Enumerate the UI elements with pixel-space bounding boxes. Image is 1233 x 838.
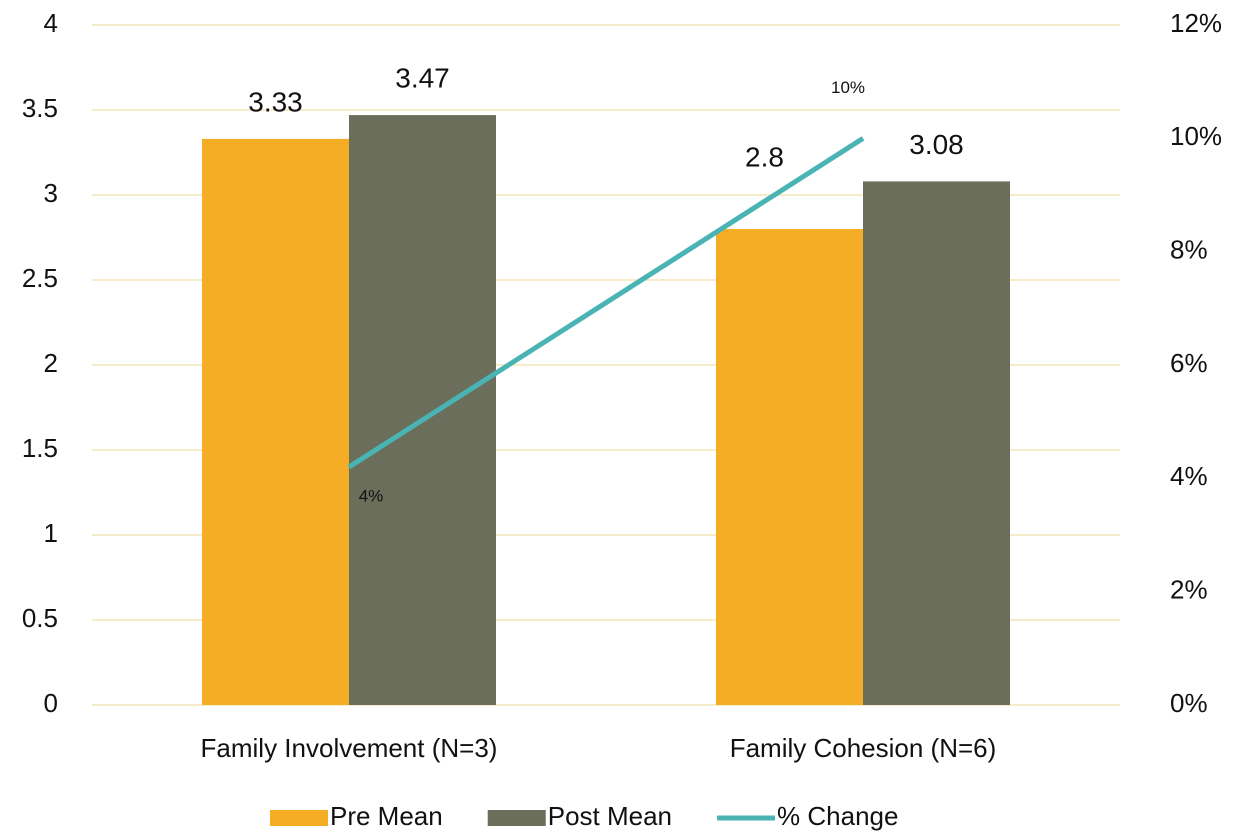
legend-label: Pre Mean [330, 801, 443, 831]
y2-tick-label: 2% [1170, 575, 1208, 605]
y-tick-label: 0 [44, 688, 58, 718]
bar [202, 138, 349, 705]
y-tick-label: 0.5 [22, 603, 58, 633]
x-tick-label: Family Cohesion (N=6) [730, 733, 997, 763]
legend-label: % Change [777, 801, 898, 831]
legend-swatch [270, 810, 328, 826]
bar-label: 3.47 [395, 62, 450, 93]
line [347, 136, 865, 470]
line-label: 4% [359, 486, 384, 505]
y2-tick-label: 10% [1170, 121, 1222, 151]
bar-label: 2.8 [745, 141, 784, 172]
legend-label: Post Mean [548, 801, 672, 831]
y-tick-label: 1.5 [22, 433, 58, 463]
y-tick-label: 1 [44, 518, 58, 548]
x-tick-label: Family Involvement (N=3) [201, 733, 498, 763]
bar-label: 3.08 [909, 129, 964, 160]
y2-tick-label: 8% [1170, 235, 1208, 265]
bar [349, 115, 496, 706]
bar [716, 229, 863, 705]
y2-tick-label: 6% [1170, 348, 1208, 378]
y-tick-label: 4 [44, 8, 58, 38]
legend-swatch [487, 810, 546, 826]
y2-tick-label: 4% [1170, 461, 1208, 491]
y2-tick-label: 0% [1170, 688, 1208, 718]
y-tick-label: 2.5 [22, 263, 58, 293]
y2-tick-label: 12% [1170, 8, 1222, 38]
y-tick-label: 3 [44, 178, 58, 208]
bar [863, 181, 1010, 705]
y-tick-label: 2 [44, 348, 58, 378]
bar-label: 3.33 [248, 86, 303, 117]
line-label: 10% [831, 78, 865, 97]
y-tick-label: 3.5 [22, 93, 58, 123]
